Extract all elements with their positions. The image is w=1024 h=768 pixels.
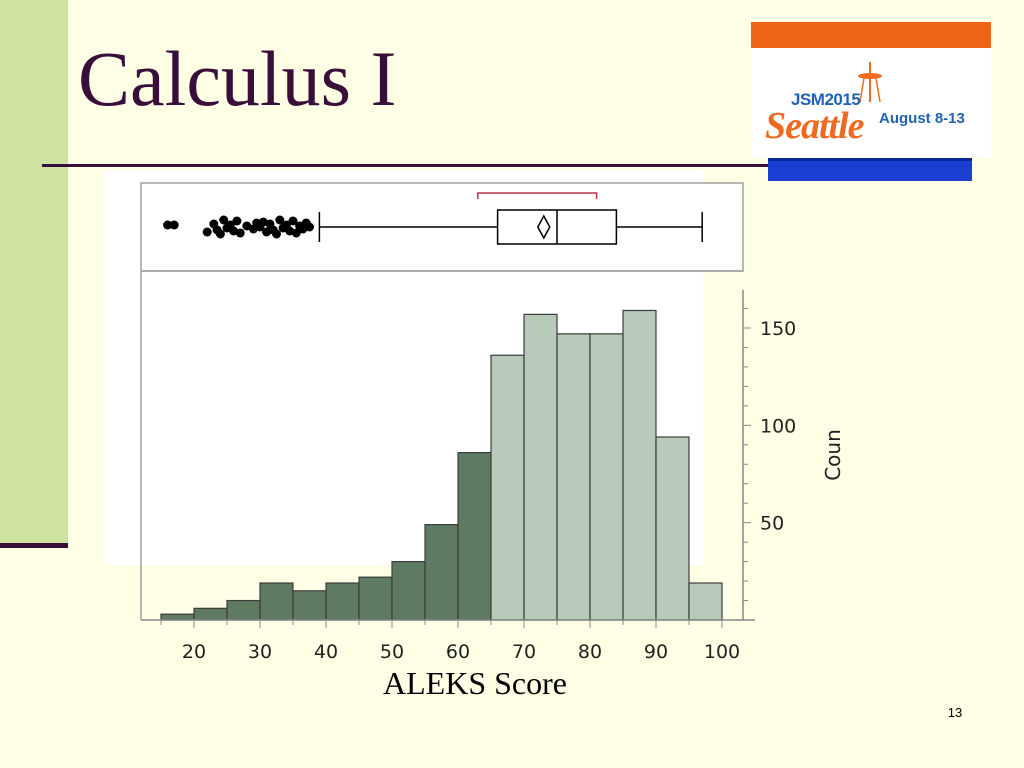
logo-orange-band: [751, 22, 991, 48]
outlier-point: [215, 229, 225, 239]
outlier-point: [291, 228, 301, 238]
mean-diamond: [536, 214, 551, 240]
left-accent-rule: [0, 543, 68, 548]
outlier-point: [232, 216, 242, 226]
histogram-bar: [589, 333, 624, 621]
histogram-bar: [457, 451, 492, 621]
histogram-bar: [226, 599, 261, 621]
histogram-bar: [193, 607, 228, 621]
outlier-point: [202, 227, 212, 237]
y-axis-label: Coun: [821, 429, 845, 481]
histogram-bar: [160, 613, 195, 621]
outlier-point: [288, 216, 298, 226]
page-number: 13: [947, 705, 963, 720]
outlier-point: [163, 220, 173, 230]
x-tick-label: 30: [248, 641, 272, 663]
conference-logo: JSM2015 Seattle August 8-13: [751, 22, 991, 158]
left-accent-band: [0, 0, 68, 545]
x-tick-label: 50: [380, 641, 404, 663]
x-tick-label: 100: [704, 641, 740, 663]
logo-blue-bar: [768, 158, 972, 181]
space-needle-icon: [858, 62, 882, 102]
y-tick-label: 100: [760, 415, 796, 437]
histogram-bar: [523, 313, 558, 621]
histogram-bar: [292, 590, 327, 621]
histogram-bar: [655, 436, 690, 621]
outlier-point: [275, 215, 285, 225]
x-tick-label: 60: [446, 641, 470, 663]
x-tick-label: 20: [182, 641, 206, 663]
logo-dates-text: August 8-13: [879, 110, 965, 127]
histogram-bar: [358, 576, 393, 621]
shortest-half-bracket: [477, 192, 598, 199]
histogram-bar: [391, 560, 426, 621]
histogram-bar: [688, 582, 723, 621]
histogram-bar: [490, 354, 525, 621]
y-tick-label: 50: [760, 513, 784, 535]
histogram-bar: [325, 582, 360, 621]
x-axis-label: ALEKS Score: [383, 665, 567, 701]
histogram-bar: [259, 582, 294, 621]
x-tick-label: 40: [314, 641, 338, 663]
outlier-point: [169, 220, 179, 230]
outlier-point: [235, 228, 245, 238]
outlier-point: [219, 215, 229, 225]
histogram-bar: [424, 524, 459, 621]
y-tick-label: 150: [760, 318, 796, 340]
x-tick-label: 70: [512, 641, 536, 663]
histogram-bar: [556, 333, 591, 621]
title-divider: [42, 164, 972, 167]
outlier-point: [272, 229, 281, 239]
slide-title: Calculus I: [78, 35, 397, 122]
x-tick-label: 80: [578, 641, 602, 663]
logo-jsm-text: JSM2015: [791, 90, 861, 109]
histogram-bar: [622, 309, 657, 621]
outlier-point: [305, 222, 314, 232]
x-tick-label: 90: [644, 641, 668, 663]
logo-city-text: Seattle: [765, 105, 865, 147]
